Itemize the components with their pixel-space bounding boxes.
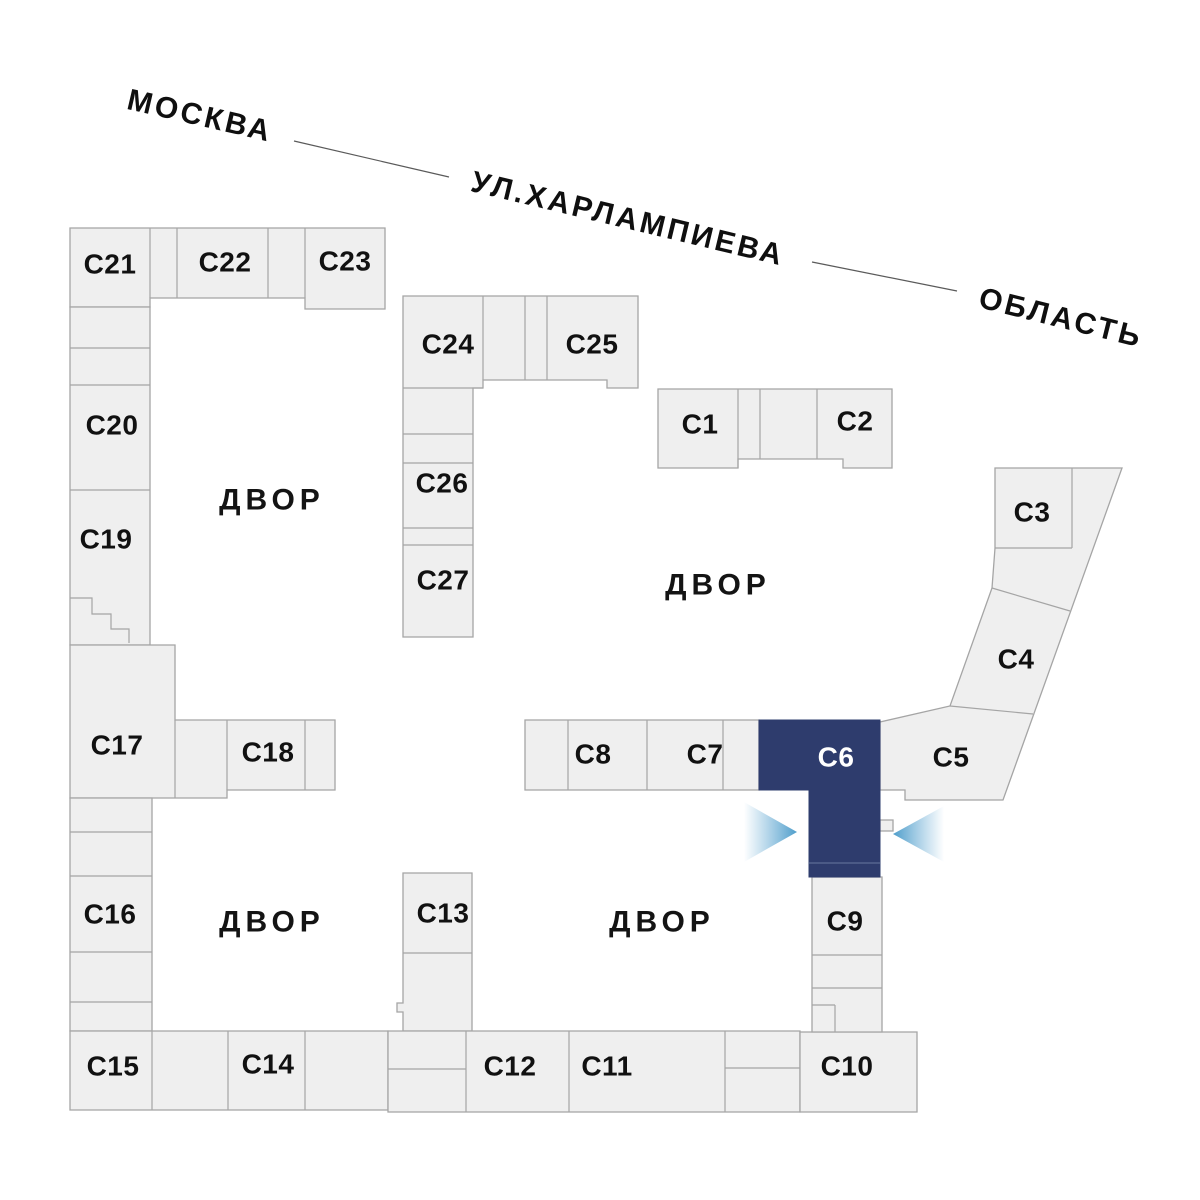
building-c17[interactable]: С17: [91, 730, 144, 761]
block-c21-c23-dividers: [149, 228, 306, 298]
svg-text:С15[interactable]: С15: [87, 1051, 140, 1082]
block-c16-dividers: [70, 831, 152, 1003]
selection-arrow-right-icon: [893, 806, 944, 862]
building-c26[interactable]: С26: [416, 468, 469, 499]
block-c6-tab: [879, 819, 894, 832]
building-c16[interactable]: С16: [84, 899, 137, 930]
svg-text:С24[interactable]: С24: [422, 329, 475, 360]
building-c9[interactable]: С9: [827, 906, 864, 937]
svg-text:С23[interactable]: С23: [319, 246, 372, 277]
svg-text:С11[interactable]: С11: [581, 1051, 632, 1082]
courtyard-label: ДВОР: [665, 569, 771, 602]
building-labels: С1 С2 С3 С4 С5 С6 С7 С8 С9 С10 С11 С12 С…: [80, 246, 1051, 1082]
svg-text:С6[interactable]: С6: [818, 742, 855, 773]
block-c24-c27-dividers: [403, 296, 548, 546]
svg-text:С3[interactable]: С3: [1014, 497, 1051, 528]
building-c24[interactable]: С24: [422, 329, 475, 360]
building-c23[interactable]: С23: [319, 246, 372, 277]
block-c1-c2: [657, 388, 893, 469]
building-c11[interactable]: С11: [581, 1051, 632, 1082]
svg-text:С17[interactable]: С17: [91, 730, 144, 761]
street-line-right: [811, 261, 958, 292]
svg-text:С5[interactable]: С5: [933, 742, 970, 773]
svg-text:С13[interactable]: С13: [417, 898, 470, 929]
building-c22[interactable]: С22: [199, 247, 252, 278]
courtyard-label: ДВОР: [219, 484, 325, 517]
street-name-label: УЛ.ХАРЛАМПИЕВА: [468, 165, 788, 272]
region-label: ОБЛАСТЬ: [976, 282, 1147, 355]
building-c12[interactable]: С12: [484, 1051, 537, 1082]
block-c1-c2-dividers: [737, 389, 818, 468]
svg-text:С1[interactable]: С1: [682, 409, 719, 440]
building-c10[interactable]: С10: [821, 1051, 874, 1082]
building-shapes: [69, 227, 1123, 1113]
courtyard-labels: ДВОР ДВОР ДВОР ДВОР: [219, 484, 771, 939]
svg-text:С10[interactable]: С10: [821, 1051, 874, 1082]
building-c13[interactable]: С13: [417, 898, 470, 929]
building-c3[interactable]: С3: [1014, 497, 1051, 528]
block-c3-c4-c5-dividers: [949, 468, 1073, 715]
svg-text:С7[interactable]: С7: [687, 739, 724, 770]
block-c15-c14-dividers: [151, 1031, 306, 1110]
svg-text:С22[interactable]: С22: [199, 247, 252, 278]
block-c17-c18-dividers: [174, 720, 306, 798]
svg-text:С25[interactable]: С25: [566, 329, 619, 360]
city-label: МОСКВА: [124, 83, 276, 148]
building-c21[interactable]: С21: [84, 249, 137, 280]
street-line-left: [293, 140, 450, 178]
building-c14[interactable]: С14: [242, 1049, 295, 1080]
svg-text:С12[interactable]: С12: [484, 1051, 537, 1082]
svg-text:С2[interactable]: С2: [837, 406, 874, 437]
svg-text:С21[interactable]: С21: [84, 249, 137, 280]
svg-text:С16[interactable]: С16: [84, 899, 137, 930]
block-c20-c19: [69, 306, 151, 646]
svg-text:С19[interactable]: С19: [80, 524, 133, 555]
block-c13: [396, 872, 473, 1032]
building-c15[interactable]: С15: [87, 1051, 140, 1082]
building-c18[interactable]: С18: [242, 737, 295, 768]
svg-text:С26[interactable]: С26: [416, 468, 469, 499]
courtyard-label: ДВОР: [609, 906, 715, 939]
svg-text:С9[interactable]: С9: [827, 906, 864, 937]
building-c5[interactable]: С5: [933, 742, 970, 773]
building-c20[interactable]: С20: [86, 410, 139, 441]
courtyard-label: ДВОР: [219, 906, 325, 939]
block-c12-c11-dividers: [388, 1031, 800, 1112]
svg-text:С8[interactable]: С8: [575, 739, 612, 770]
building-c25[interactable]: С25: [566, 329, 619, 360]
building-c7[interactable]: С7: [687, 739, 724, 770]
selection-arrows: [744, 802, 944, 862]
svg-text:С27[interactable]: С27: [417, 565, 470, 596]
block-c17-c18: [69, 644, 336, 799]
building-c1[interactable]: С1: [682, 409, 719, 440]
svg-text:С14[interactable]: С14: [242, 1049, 295, 1080]
building-c4[interactable]: С4: [998, 644, 1035, 675]
building-c6-shape[interactable]: [758, 719, 881, 878]
block-c8-c7: [524, 719, 760, 791]
building-c2[interactable]: С2: [837, 406, 874, 437]
block-c9-dividers: [812, 954, 882, 1032]
block-c20-c19-dividers: [70, 347, 150, 643]
block-c8-c7-dividers: [567, 720, 724, 790]
svg-text:С18[interactable]: С18: [242, 737, 295, 768]
building-c8[interactable]: С8: [575, 739, 612, 770]
building-c6[interactable]: С6: [818, 742, 855, 773]
svg-text:С4[interactable]: С4: [998, 644, 1035, 675]
block-c3-c4-c5: [879, 467, 1123, 801]
building-c19[interactable]: С19: [80, 524, 133, 555]
building-c27[interactable]: С27: [417, 565, 470, 596]
selection-arrow-left-icon: [744, 802, 797, 862]
svg-text:С20[interactable]: С20: [86, 410, 139, 441]
